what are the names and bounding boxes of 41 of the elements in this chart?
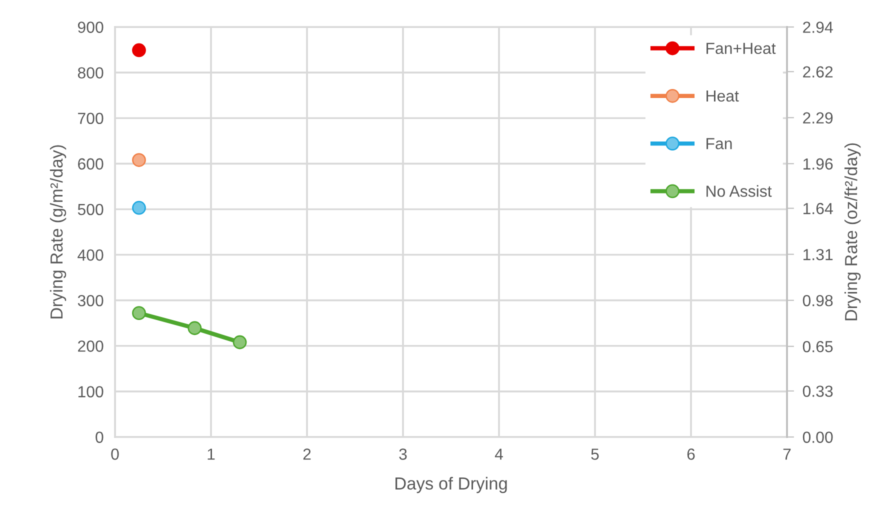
y-tick-label: 0: [96, 432, 104, 443]
y2-tick-label: 0.33: [802, 386, 833, 397]
x-axis-title: Days of Drying: [396, 476, 507, 494]
y2-axis-title: Drying Rate (oz/ft²/day): [844, 143, 861, 320]
x-tick-label: 0: [111, 448, 119, 460]
y2-tick-label: 0.00: [802, 432, 833, 443]
y-tick-label: 600: [78, 158, 104, 170]
x-tick-label: 4: [494, 448, 503, 460]
x-tick-label: 5: [591, 448, 599, 460]
y2-tick-label: 2.29: [803, 112, 833, 124]
y2-tick-label: 1.96: [803, 158, 833, 170]
point: [232, 335, 247, 350]
y-tick-label: 500: [78, 204, 104, 216]
y2-tick-label: 0.65: [802, 340, 833, 352]
y2-tick-label: 1.64: [803, 202, 833, 214]
x-tick-label: 1: [208, 448, 215, 460]
y2-tick-label: 2.62: [803, 66, 833, 78]
x-tick-label: 6: [687, 448, 695, 460]
y-tick-label: 800: [78, 67, 104, 78]
point: [188, 321, 202, 336]
point: [132, 306, 146, 320]
legend-label: No Assist: [706, 185, 772, 197]
y-tick-label: 900: [78, 22, 104, 33]
y-tick-label: 200: [78, 340, 104, 352]
legend-label: Heat: [706, 90, 739, 102]
legend-label: Fan+Heat: [706, 42, 776, 54]
x-tick-label: 7: [783, 448, 791, 460]
point: [132, 43, 146, 58]
point: [132, 153, 146, 167]
y-tick-label: 700: [78, 112, 104, 124]
legend-label: Fan: [706, 138, 732, 150]
x-tick-label: 3: [399, 448, 407, 460]
y2-tick-label: 2.94: [803, 22, 833, 33]
y-axis-title: Drying Rate (g/m²/day): [50, 145, 66, 318]
point: [132, 200, 146, 215]
y2-tick-label: 0.98: [802, 294, 833, 306]
y2-tick-label: 1.31: [803, 248, 833, 260]
y-tick-label: 400: [78, 249, 104, 261]
y-tick-label: 300: [78, 294, 104, 306]
x-tick-label: 2: [303, 448, 311, 460]
y-tick-label: 100: [78, 386, 104, 398]
